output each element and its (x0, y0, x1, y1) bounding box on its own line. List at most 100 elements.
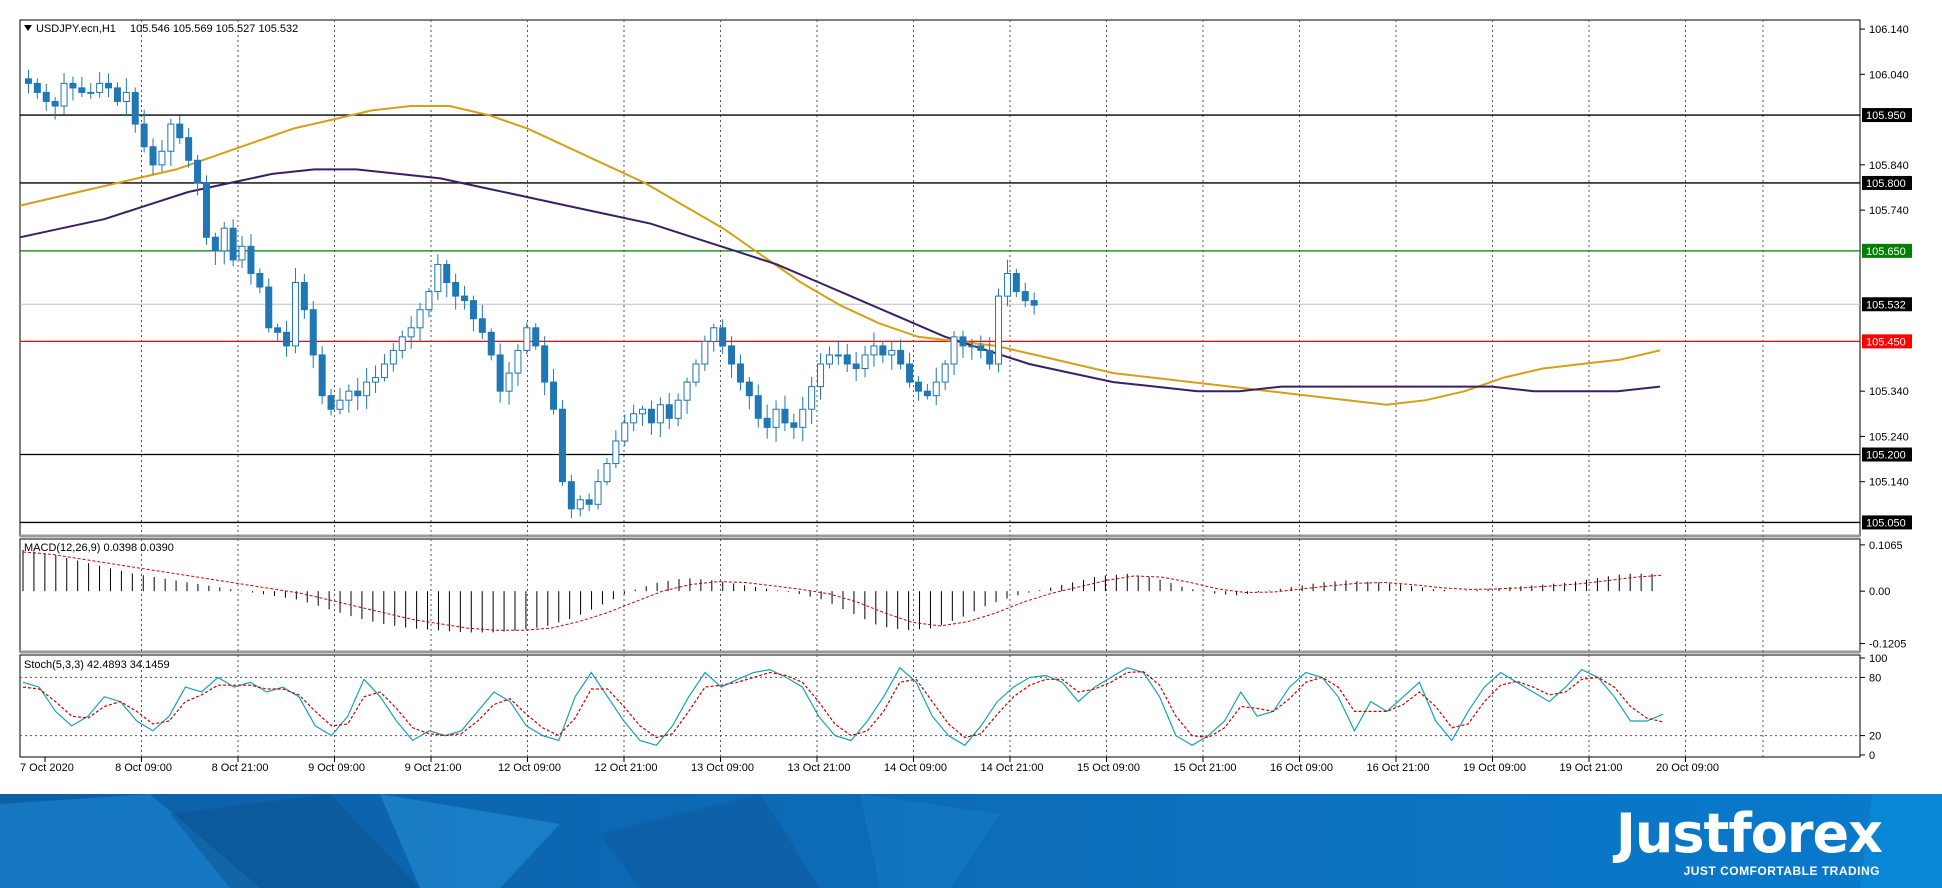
candle-body (496, 354, 504, 392)
candle-body (238, 245, 246, 261)
candle-body (149, 146, 157, 166)
candle-body (167, 123, 175, 152)
candle-body (692, 363, 700, 383)
macd-tick-label: 0.00 (1869, 586, 1890, 598)
candle-body (461, 295, 469, 302)
x-tick-label: 9 Oct 21:00 (405, 762, 462, 774)
moving-average-gold-line (19, 105, 1661, 406)
candle-body (576, 499, 584, 510)
candle-body (852, 363, 860, 370)
candle-body (843, 354, 851, 365)
y-tick-label: 106.040 (1869, 69, 1909, 81)
candle-body (122, 91, 130, 102)
candle-body (247, 245, 255, 274)
x-tick-label: 16 Oct 09:00 (1270, 762, 1333, 774)
y-tick-label: 105.740 (1869, 205, 1909, 217)
level-price-tag (1862, 175, 1912, 190)
candle-body (372, 377, 380, 383)
candle-body (487, 331, 495, 356)
y-tick-label: 105.140 (1869, 477, 1909, 489)
candle-body (87, 91, 95, 94)
level-price-tag (1862, 108, 1912, 123)
candle-body (950, 336, 958, 365)
price-levels (20, 114, 1860, 524)
x-tick-label: 16 Oct 21:00 (1367, 762, 1430, 774)
candle-body (265, 286, 273, 329)
candle-body (906, 363, 914, 383)
stoch-tick-label: 80 (1869, 672, 1881, 684)
candle-body (959, 336, 967, 347)
stoch-panel-frame (19, 654, 1861, 758)
candle-body (425, 291, 433, 311)
current-price-tag (1862, 297, 1912, 312)
candle-body (345, 390, 353, 401)
candle-body (550, 381, 558, 410)
candle-body (781, 408, 789, 424)
candle-body (772, 408, 780, 428)
ohlc-readout: 105.546 105.569 105.527 105.532 (130, 23, 298, 35)
level-price-tag (1862, 334, 1912, 349)
macd-tick-label: 0.1065 (1869, 540, 1903, 552)
x-tick-label: 8 Oct 21:00 (212, 762, 269, 774)
price-axis: 106.140 106.040 105.840 105.740 105.340 105.2… (1860, 24, 1912, 762)
candle-body (968, 345, 976, 348)
level-price-label: 105.650 (1866, 246, 1906, 258)
candle-body (594, 481, 602, 505)
candle-body (202, 182, 210, 238)
y-tick-label: 105.340 (1869, 386, 1909, 398)
macd-signal-line (22, 551, 1664, 631)
candle-body (33, 82, 41, 93)
candle-body (861, 354, 869, 370)
candle-body (621, 422, 629, 442)
level-price-label: 105.800 (1866, 178, 1906, 190)
candle-body (452, 282, 460, 297)
candle-body (220, 227, 228, 252)
x-tick-label: 13 Oct 09:00 (691, 762, 754, 774)
candle-body (1012, 272, 1020, 293)
candle-body (389, 349, 397, 365)
brand-logo: Justforex (1615, 802, 1883, 865)
current-price-label: 105.532 (1866, 299, 1906, 311)
candle-body (158, 150, 166, 166)
candle-body (834, 354, 842, 357)
x-tick-label: 8 Oct 09:00 (115, 762, 172, 774)
dropdown-triangle-icon[interactable] (24, 25, 32, 31)
candle-body (1003, 272, 1011, 297)
candle-body (363, 381, 371, 397)
candle-body (941, 363, 949, 383)
candle-body (380, 363, 388, 379)
level-price-tag (1862, 243, 1912, 258)
candle-body (932, 381, 940, 397)
candle-body (416, 309, 424, 329)
price-chart-title: USDJPY.ecn,H1 (36, 23, 116, 35)
vertical-grid (141, 20, 1764, 757)
level-price-tag (1862, 515, 1912, 530)
stoch-tick-label: 20 (1869, 731, 1881, 743)
x-tick-label: 15 Oct 09:00 (1077, 762, 1140, 774)
y-tick-label: 106.140 (1869, 24, 1909, 36)
candle-body (194, 159, 202, 184)
x-tick-label: 7 Oct 2020 (20, 762, 74, 774)
candle-body (523, 327, 531, 351)
footer-banner (0, 794, 1942, 888)
x-tick-label: 12 Oct 21:00 (595, 762, 658, 774)
candle-body (469, 300, 477, 320)
candle-body (532, 327, 540, 347)
moving-averages (19, 105, 1661, 406)
candle-body (808, 386, 816, 410)
candle-body (701, 340, 709, 365)
level-price-label: 105.050 (1866, 517, 1906, 529)
candle-body (60, 82, 68, 107)
candle-body (354, 390, 362, 397)
candle-body (336, 399, 344, 410)
candle-body (567, 481, 575, 510)
brand-tagline: JUST COMFORTABLE TRADING (1683, 864, 1880, 878)
x-tick-label: 14 Oct 21:00 (981, 762, 1044, 774)
stoch-title: Stoch(5,3,3) 42.4893 34.1459 (24, 659, 170, 671)
candlesticks (24, 69, 1038, 518)
x-tick-label: 12 Oct 09:00 (498, 762, 561, 774)
candle-body (728, 345, 736, 365)
candle-body (825, 354, 833, 365)
candle-body (131, 91, 139, 125)
candle-body (443, 263, 451, 284)
